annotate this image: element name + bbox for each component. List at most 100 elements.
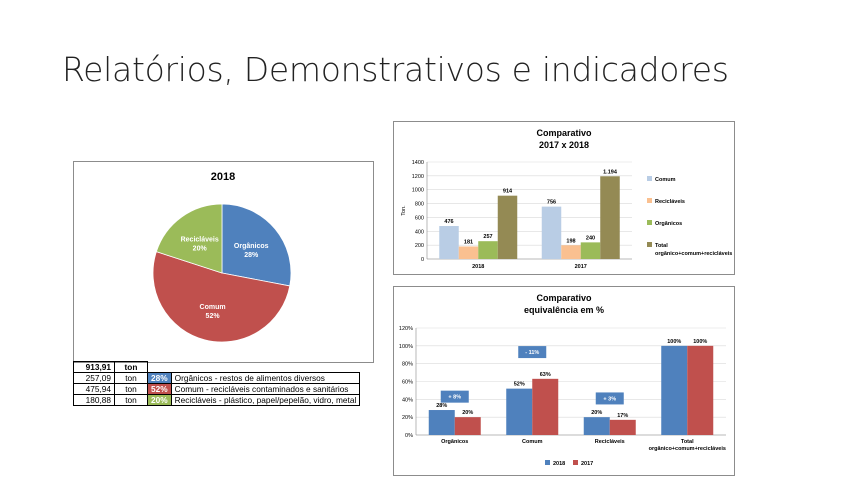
y-tick-label: 0 [421, 257, 424, 263]
bar [561, 245, 581, 259]
bar-value-label: 52% [514, 382, 525, 388]
bar-value-label: 240 [586, 235, 595, 241]
bar [458, 246, 479, 259]
pie-title: 2018 [211, 171, 235, 183]
pie-slice-label: Recicláveis [181, 236, 219, 243]
chart-subtitle: 2017 x 2018 [539, 140, 589, 150]
bar-value-label: 198 [566, 238, 575, 244]
y-tick-label: 800 [415, 202, 424, 208]
legend-swatch [545, 460, 550, 465]
bar [532, 378, 559, 435]
bar [580, 242, 601, 259]
pie-slice-value-label: 52% [206, 313, 221, 320]
bar [609, 419, 636, 435]
y-tick-label: 600 [415, 215, 424, 221]
slide-title: Relatórios, Demonstrativos e indicadores [62, 50, 729, 89]
x-tick-label: 2018 [472, 264, 484, 270]
summary-pct-badge: 52% [147, 383, 172, 395]
summary-unit: ton [114, 383, 148, 395]
pie-slice [155, 203, 223, 274]
legend-label: 2017 [581, 461, 593, 467]
y-tick-label: 1200 [412, 174, 424, 180]
pie-chart: 2018 Orgânicos 28% Comum 52% Recicláveis 20% [152, 171, 292, 343]
bar [541, 206, 562, 259]
annotation-label: - 11% [525, 350, 539, 356]
y-axis-label: Ton. [401, 205, 407, 216]
annotation-box [440, 390, 469, 403]
bar [600, 176, 620, 259]
y-tick-label: 400 [415, 229, 424, 235]
summary-value: 180,88 [73, 394, 115, 406]
y-tick-label: 40% [402, 397, 413, 403]
summary-table: 913,91 ton 257,09 ton 28% Orgânicos - re… [73, 361, 361, 406]
summary-unit: ton [114, 372, 148, 384]
summary-description: Orgânicos - restos de alimentos diversos [170, 372, 361, 384]
legend-label: orgânico+comum+recicláveis [655, 251, 732, 257]
legend-swatch [647, 198, 652, 203]
x-tick-label: Comum [522, 439, 543, 445]
legend-swatch [647, 176, 652, 181]
bar [428, 410, 455, 435]
y-tick-label: 200 [415, 243, 424, 249]
pie-slice-label: Comum [200, 304, 226, 311]
summary-row-reciclaveis: 180,88 ton 20% Recicláveis - plástico, p… [73, 394, 361, 406]
bar [454, 417, 481, 435]
y-tick-label: 1000 [412, 188, 424, 194]
bar-value-label: 914 [503, 189, 513, 195]
legend-label: Recicláveis [655, 199, 685, 205]
summary-unit: ton [114, 394, 148, 406]
x-tick-label: Orgânicos [441, 439, 468, 445]
summary-value: 257,09 [73, 372, 115, 384]
annotation-label: + 3% [603, 396, 616, 402]
bar-value-label: 100% [693, 339, 707, 345]
legend-label: Comum [655, 177, 676, 183]
bar-value-label: 20% [591, 410, 602, 416]
x-tick-label: orgânico+comum+recicláveis [649, 446, 726, 452]
bar-value-label: 17% [617, 413, 628, 419]
summary-total-row: 913,91 ton [73, 361, 360, 373]
bar [661, 345, 688, 435]
summary-row-organicos: 257,09 ton 28% Orgânicos - restos de ali… [73, 372, 361, 384]
legend-swatch [647, 242, 652, 247]
pie-slice-value-label: 28% [244, 252, 259, 259]
bar-value-label: 257 [483, 234, 492, 240]
legend-label: 2018 [553, 461, 565, 467]
bar-value-label: 63% [540, 372, 551, 378]
bar-value-label: 1.194 [603, 169, 618, 175]
comparison-tons-chart-panel: Comparativo 2017 x 2018 0 200 400 600 800 1000 1… [393, 121, 735, 275]
comparison-percent-chart: Comparativo equivalência em % 0% 20% 40% 60% 8… [399, 293, 726, 467]
bar [439, 226, 459, 259]
comparison-tons-chart: Comparativo 2017 x 2018 0 200 400 600 800 1000 1… [401, 128, 732, 270]
y-tick-label: 60% [402, 380, 413, 386]
bar-value-label: 28% [436, 403, 447, 409]
chart-title: Comparativo [536, 128, 592, 138]
annotation-box [518, 346, 547, 359]
pie-chart-panel: 2018 Orgânicos 28% Comum 52% Recicláveis 20% [73, 161, 374, 363]
y-tick-label: 20% [402, 415, 413, 421]
bar [687, 345, 714, 435]
legend-label: Total [655, 243, 668, 249]
y-tick-label: 100% [399, 344, 413, 350]
bar-value-label: 181 [464, 239, 473, 245]
x-tick-label: Total [681, 439, 694, 445]
bar-value-label: 20% [462, 410, 473, 416]
legend-swatch [647, 220, 652, 225]
pie-slice-label: Orgânicos [234, 243, 269, 250]
pie-slice [152, 251, 291, 343]
annotation-box [595, 392, 624, 405]
bar-value-label: 100% [667, 339, 681, 345]
summary-total-value: 913,91 [73, 361, 115, 373]
summary-description: Recicláveis - plástico, papel/pepelão, v… [170, 394, 361, 406]
pie-slice [221, 203, 292, 287]
legend-label: Orgânicos [655, 221, 682, 227]
bar-value-label: 476 [444, 219, 453, 225]
summary-total-unit: ton [114, 361, 148, 373]
annotation-label: + 8% [448, 395, 461, 401]
x-tick-label: 2017 [575, 264, 587, 270]
legend-swatch [573, 460, 578, 465]
bar [583, 417, 610, 435]
y-tick-label: 120% [399, 326, 413, 332]
summary-row-comum: 475,94 ton 52% Comum - recicláveis conta… [73, 383, 361, 395]
y-tick-label: 0% [405, 433, 413, 439]
y-tick-label: 80% [402, 362, 413, 368]
